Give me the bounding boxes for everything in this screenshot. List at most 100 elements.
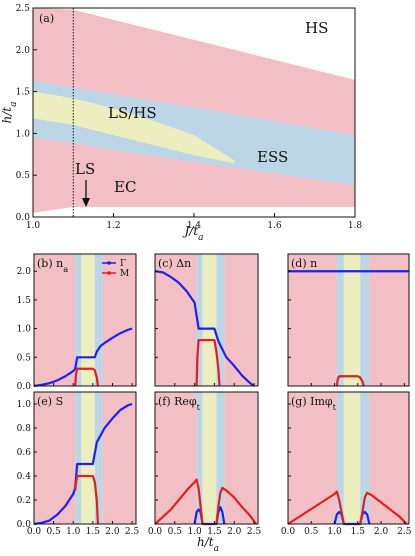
panel-c: (c) Δn — [154, 253, 259, 387]
phase-band-blue — [216, 254, 225, 386]
ytick-label: 0.0 — [17, 382, 32, 392]
panel-a-label: (a) — [39, 12, 54, 25]
phase-band-pink — [369, 254, 409, 386]
panel-frame — [33, 253, 137, 387]
legend-entry: Γ — [120, 259, 126, 269]
region-label-ls: LS — [75, 160, 95, 178]
region-label-hs: HS — [305, 19, 328, 37]
xtick-label: 0.0 — [281, 527, 296, 537]
xtick-label: 0.0 — [148, 527, 163, 537]
ytick-label: 0.5 — [17, 353, 32, 363]
panel-frame — [33, 391, 137, 525]
ytick-label: 1.0 — [17, 325, 32, 335]
ytick-label: 1.0 — [16, 129, 31, 139]
panel-frame — [154, 253, 259, 387]
ytick-label: 1.5 — [17, 296, 32, 306]
phase-band-blue — [360, 254, 370, 386]
phase-band-blue — [336, 392, 344, 524]
panel-g-label: (g) Imφt — [291, 395, 337, 412]
series-line-gamma — [154, 270, 255, 387]
ytick-label: 0.4 — [17, 472, 32, 482]
ess-region — [33, 80, 355, 186]
phase-band-pink — [102, 254, 136, 386]
phase-band-pink — [155, 254, 197, 386]
ytick-label: 0.5 — [16, 171, 31, 181]
phase-band-pink — [369, 392, 409, 524]
region-label-ls-hs: LS/HS — [108, 104, 157, 122]
xtick-label: 0.5 — [46, 527, 61, 537]
xtick-label: 1.5 — [207, 527, 222, 537]
phase-band-yellow — [81, 254, 95, 386]
ls-arrow-head — [82, 198, 90, 207]
phase-band-yellow — [202, 392, 217, 524]
bottom-x-axis-label: h/ta — [197, 535, 219, 554]
phase-band-blue — [94, 254, 103, 386]
series-line-m — [195, 338, 221, 387]
panel-frame — [287, 253, 410, 387]
xtick-label: 1.5 — [351, 527, 366, 537]
phase-band-blue — [75, 254, 82, 386]
ytick-label: 0.2 — [17, 496, 31, 506]
panel-f-label: (f) Reφt — [158, 395, 201, 412]
region-label-ess: ESS — [257, 148, 288, 166]
ytick-label: 2.5 — [16, 4, 31, 14]
phase-band-pink — [288, 392, 337, 524]
series-line-m — [335, 375, 365, 387]
phase-band-pink — [224, 392, 258, 524]
xtick-label: 1.0 — [327, 527, 342, 537]
xtick-label: 1.4 — [187, 221, 202, 231]
legend-entry: M — [120, 269, 129, 279]
xtick-label: 1.5 — [86, 527, 101, 537]
region-label-ec: EC — [114, 178, 136, 196]
panel-b: 0.0 0.5 1.0 1.5 2.0 (b) na ΓM — [17, 253, 137, 392]
xtick-label: 2.0 — [227, 527, 242, 537]
ytick-label: 1.5 — [16, 88, 31, 98]
ytick-label: 0.0 — [16, 213, 31, 223]
series-line-gamma — [33, 327, 133, 388]
xtick-label: 1.8 — [348, 221, 363, 231]
series-line-m — [359, 491, 408, 525]
phase-band-yellow — [81, 392, 95, 524]
xtick-label: 1.0 — [187, 527, 202, 537]
phase-band-blue — [216, 392, 225, 524]
phase-band-yellow — [343, 254, 361, 386]
panel-frame — [287, 391, 410, 525]
panel-d-label: (d) n — [291, 257, 317, 270]
phase-band-pink — [34, 392, 76, 524]
xtick-label: 0.5 — [304, 527, 319, 537]
phase-band-blue — [336, 254, 344, 386]
panel-g: 0.0 0.5 1.0 1.5 2.0 2.5 (g) Imφt — [281, 391, 412, 537]
ytick-label: 0.0 — [17, 520, 32, 530]
panel-e-label: (e) S — [37, 395, 63, 408]
panel-frame — [154, 391, 259, 525]
phase-band-yellow — [343, 392, 361, 524]
phase-band-yellow — [202, 254, 217, 386]
panel-e: 0.0 0.5 1.0 1.5 2.0 2.5 0.0 0.2 0.4 0.6 0.8 1.0 (e) … — [17, 391, 140, 537]
phase-band-blue — [94, 392, 103, 524]
panel-b-label: (b) na — [37, 257, 68, 274]
xtick-label: 1.0 — [26, 221, 41, 231]
ls-hs-region — [33, 91, 235, 164]
xtick-label: 1.2 — [106, 221, 120, 231]
xtick-label: 2.5 — [247, 527, 262, 537]
panel-c-label: (c) Δn — [158, 257, 191, 270]
phase-band-pink — [102, 392, 136, 524]
panel-a: 1.0 1.2 1.4 1.6 1.8 0.0 0.5 1.0 1.5 2.0 2.5 J/ta h/t… — [0, 4, 362, 243]
ytick-label: 2.0 — [16, 46, 31, 56]
series-line-m — [215, 486, 257, 525]
xtick-label: 2.5 — [125, 527, 140, 537]
series-line-gamma — [33, 402, 133, 526]
phase-band-blue — [75, 392, 82, 524]
ytick-label: 0.6 — [17, 448, 32, 458]
ytick-label: 0.8 — [17, 424, 32, 434]
panel-d: (d) n — [287, 253, 410, 387]
xtick-label: 1.6 — [267, 221, 282, 231]
series-line-m — [287, 490, 345, 525]
xtick-label: 0.0 — [27, 527, 42, 537]
xtick-label: 1.0 — [66, 527, 81, 537]
phase-band-blue — [196, 392, 203, 524]
ytick-label: 2.0 — [17, 267, 32, 277]
xtick-label: 2.5 — [397, 527, 412, 537]
xtick-label: 2.0 — [105, 527, 120, 537]
